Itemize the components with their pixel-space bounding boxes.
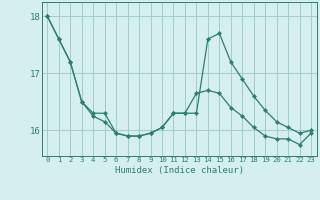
X-axis label: Humidex (Indice chaleur): Humidex (Indice chaleur) — [115, 166, 244, 175]
